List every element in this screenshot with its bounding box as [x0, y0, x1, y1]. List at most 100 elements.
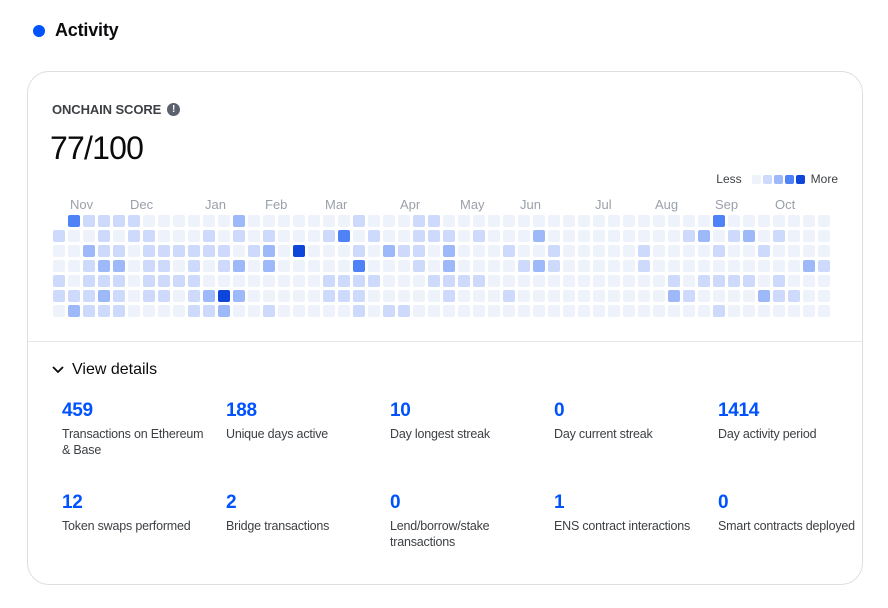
heatmap-cell[interactable]: [188, 260, 200, 272]
heatmap-cell[interactable]: [233, 245, 245, 257]
heatmap-cell[interactable]: [803, 260, 815, 272]
heatmap-cell[interactable]: [578, 230, 590, 242]
heatmap-cell[interactable]: [323, 215, 335, 227]
heatmap-cell[interactable]: [158, 290, 170, 302]
heatmap-cell[interactable]: [608, 290, 620, 302]
heatmap-cell[interactable]: [608, 275, 620, 287]
heatmap-cell[interactable]: [173, 215, 185, 227]
heatmap-cell[interactable]: [698, 260, 710, 272]
heatmap-cell[interactable]: [398, 245, 410, 257]
heatmap-cell[interactable]: [263, 230, 275, 242]
heatmap-cell[interactable]: [533, 230, 545, 242]
heatmap-cell[interactable]: [713, 215, 725, 227]
heatmap-cell[interactable]: [308, 230, 320, 242]
heatmap-cell[interactable]: [263, 275, 275, 287]
heatmap-cell[interactable]: [158, 260, 170, 272]
heatmap-cell[interactable]: [308, 260, 320, 272]
heatmap-cell[interactable]: [698, 290, 710, 302]
heatmap-cell[interactable]: [293, 260, 305, 272]
heatmap-cell[interactable]: [713, 260, 725, 272]
heatmap-cell[interactable]: [203, 275, 215, 287]
heatmap-cell[interactable]: [473, 245, 485, 257]
heatmap-cell[interactable]: [143, 215, 155, 227]
heatmap-cell[interactable]: [128, 290, 140, 302]
heatmap-cell[interactable]: [218, 305, 230, 317]
heatmap-cell[interactable]: [83, 230, 95, 242]
heatmap-cell[interactable]: [323, 260, 335, 272]
heatmap-cell[interactable]: [728, 245, 740, 257]
heatmap-cell[interactable]: [623, 275, 635, 287]
heatmap-cell[interactable]: [698, 305, 710, 317]
heatmap-cell[interactable]: [53, 230, 65, 242]
heatmap-cell[interactable]: [668, 215, 680, 227]
heatmap-cell[interactable]: [683, 305, 695, 317]
heatmap-cell[interactable]: [578, 245, 590, 257]
heatmap-cell[interactable]: [338, 215, 350, 227]
heatmap-cell[interactable]: [353, 260, 365, 272]
heatmap-cell[interactable]: [98, 215, 110, 227]
heatmap-cell[interactable]: [383, 215, 395, 227]
heatmap-cell[interactable]: [638, 215, 650, 227]
heatmap-cell[interactable]: [338, 230, 350, 242]
heatmap-cell[interactable]: [518, 260, 530, 272]
heatmap-cell[interactable]: [548, 260, 560, 272]
heatmap-cell[interactable]: [128, 305, 140, 317]
heatmap-cell[interactable]: [668, 290, 680, 302]
heatmap-cell[interactable]: [233, 215, 245, 227]
heatmap-cell[interactable]: [773, 245, 785, 257]
heatmap-cell[interactable]: [458, 215, 470, 227]
heatmap-cell[interactable]: [548, 305, 560, 317]
heatmap-cell[interactable]: [278, 230, 290, 242]
heatmap-cell[interactable]: [728, 275, 740, 287]
heatmap-cell[interactable]: [428, 215, 440, 227]
heatmap-cell[interactable]: [308, 245, 320, 257]
heatmap-cell[interactable]: [248, 290, 260, 302]
heatmap-cell[interactable]: [308, 215, 320, 227]
heatmap-cell[interactable]: [293, 290, 305, 302]
heatmap-cell[interactable]: [638, 260, 650, 272]
heatmap-cell[interactable]: [728, 290, 740, 302]
heatmap-cell[interactable]: [773, 305, 785, 317]
heatmap-cell[interactable]: [68, 245, 80, 257]
heatmap-cell[interactable]: [248, 245, 260, 257]
heatmap-cell[interactable]: [233, 275, 245, 287]
heatmap-cell[interactable]: [638, 245, 650, 257]
heatmap-cell[interactable]: [368, 215, 380, 227]
heatmap-cell[interactable]: [413, 305, 425, 317]
heatmap-cell[interactable]: [68, 260, 80, 272]
heatmap-cell[interactable]: [413, 290, 425, 302]
heatmap-cell[interactable]: [563, 245, 575, 257]
heatmap-cell[interactable]: [788, 275, 800, 287]
heatmap-cell[interactable]: [608, 230, 620, 242]
heatmap-cell[interactable]: [728, 260, 740, 272]
heatmap-cell[interactable]: [758, 230, 770, 242]
heatmap-cell[interactable]: [98, 245, 110, 257]
heatmap-cell[interactable]: [173, 245, 185, 257]
heatmap-cell[interactable]: [803, 230, 815, 242]
heatmap-cell[interactable]: [383, 230, 395, 242]
heatmap-cell[interactable]: [683, 245, 695, 257]
heatmap-cell[interactable]: [128, 260, 140, 272]
heatmap-cell[interactable]: [323, 290, 335, 302]
heatmap-cell[interactable]: [68, 305, 80, 317]
heatmap-cell[interactable]: [188, 290, 200, 302]
heatmap-cell[interactable]: [398, 275, 410, 287]
heatmap-cell[interactable]: [743, 275, 755, 287]
heatmap-cell[interactable]: [518, 275, 530, 287]
heatmap-cell[interactable]: [563, 260, 575, 272]
heatmap-cell[interactable]: [683, 260, 695, 272]
heatmap-cell[interactable]: [398, 290, 410, 302]
heatmap-cell[interactable]: [503, 260, 515, 272]
heatmap-cell[interactable]: [773, 260, 785, 272]
heatmap-cell[interactable]: [608, 245, 620, 257]
heatmap-cell[interactable]: [548, 290, 560, 302]
heatmap-cell[interactable]: [578, 305, 590, 317]
heatmap-cell[interactable]: [158, 245, 170, 257]
heatmap-cell[interactable]: [593, 275, 605, 287]
heatmap-cell[interactable]: [623, 290, 635, 302]
heatmap-cell[interactable]: [143, 245, 155, 257]
heatmap-cell[interactable]: [83, 260, 95, 272]
heatmap-cell[interactable]: [443, 215, 455, 227]
heatmap-cell[interactable]: [533, 260, 545, 272]
heatmap-cell[interactable]: [533, 275, 545, 287]
